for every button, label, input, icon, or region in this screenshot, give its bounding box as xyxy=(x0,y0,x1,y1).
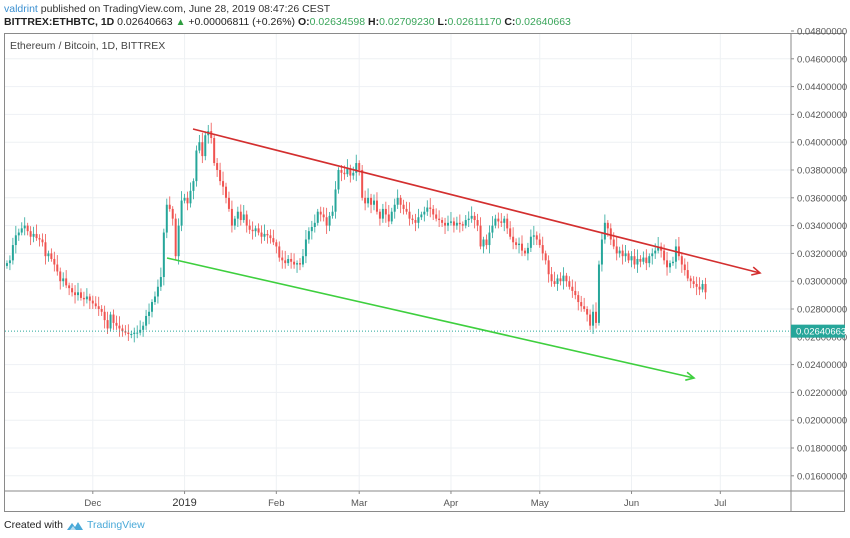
time-tick-label: Jul xyxy=(714,498,726,509)
svg-text:0.02640663: 0.02640663 xyxy=(796,327,846,338)
publish-info: valdrint published on TradingView.com, J… xyxy=(4,3,330,15)
high-label: H: xyxy=(368,16,380,28)
footer: Created with TradingView xyxy=(4,519,145,531)
high-value: 0.02709230 xyxy=(379,16,435,28)
open-label: O: xyxy=(297,16,310,28)
chart-legend: Ethereum / Bitcoin, 1D, BITTREX xyxy=(10,40,166,52)
time-tick-label: May xyxy=(531,498,549,509)
published-text: published on TradingView.com, June 28, 2… xyxy=(37,3,331,15)
price-tick-label: 0.01800000 xyxy=(797,444,847,455)
time-tick-label: Apr xyxy=(444,498,459,509)
change-value: +0.00006811 (+0.26%) xyxy=(188,16,296,28)
arrowhead-icon xyxy=(751,266,762,276)
time-tick-label: 2019 xyxy=(172,497,196,509)
price-tick-label: 0.02200000 xyxy=(797,388,847,399)
close-value: 0.02640663 xyxy=(515,16,571,28)
time-axis[interactable]: Dec 2019 Feb Mar Apr May Jun Jul xyxy=(84,491,726,509)
tradingview-logo-icon xyxy=(66,521,83,530)
last-price: 0.02640663 xyxy=(117,16,173,28)
price-axis[interactable]: 0.04800000 0.04600000 0.04400000 0.04200000… xyxy=(791,27,847,483)
price-tick-label: 0.02800000 xyxy=(797,305,847,316)
time-tick-label: Jun xyxy=(624,498,639,509)
support-trendline[interactable] xyxy=(166,257,695,379)
last-price-label: 0.02640663 xyxy=(791,324,846,338)
price-tick-label: 0.02600000 xyxy=(797,332,847,343)
time-tick-label: Mar xyxy=(351,498,367,509)
time-tick-label: Feb xyxy=(268,498,284,509)
price-tick-label: 0.03000000 xyxy=(797,277,847,288)
close-label: C: xyxy=(504,16,516,28)
candlesticks xyxy=(5,122,707,343)
up-triangle-icon: ▲ xyxy=(175,17,186,28)
low-value: 0.02611170 xyxy=(447,16,502,28)
price-tick-label: 0.04800000 xyxy=(797,27,847,38)
symbol-label: BITTREX:ETHBTC, 1D xyxy=(4,16,115,28)
price-tick-label: 0.04600000 xyxy=(797,54,847,65)
time-tick-label: Dec xyxy=(84,498,101,509)
publisher-link[interactable]: valdrint xyxy=(4,3,38,15)
arrowhead-icon xyxy=(685,371,696,381)
chart-frame xyxy=(4,33,845,512)
resistance-trendline[interactable] xyxy=(192,128,761,274)
price-tick-label: 0.03800000 xyxy=(797,166,847,177)
price-tick-label: 0.04400000 xyxy=(797,82,847,93)
open-value: 0.02634598 xyxy=(309,16,366,28)
trendlines[interactable] xyxy=(166,128,762,381)
price-tick-label: 0.04000000 xyxy=(797,138,847,149)
price-tick-label: 0.03200000 xyxy=(797,249,847,260)
price-tick-label: 0.02400000 xyxy=(797,360,847,371)
tradingview-link[interactable]: TradingView xyxy=(86,519,145,531)
grid-lines xyxy=(5,34,790,490)
symbol-info-bar: BITTREX:ETHBTC, 1D 0.02640663 ▲ +0.00006… xyxy=(4,16,571,28)
price-tick-label: 0.03600000 xyxy=(797,193,847,204)
created-with-text: Created with xyxy=(4,519,63,531)
low-label: L: xyxy=(437,16,448,28)
price-tick-label: 0.01600000 xyxy=(797,471,847,482)
price-tick-label: 0.03400000 xyxy=(797,221,847,232)
price-tick-label: 0.04200000 xyxy=(797,110,847,121)
price-tick-label: 0.02000000 xyxy=(797,416,847,427)
